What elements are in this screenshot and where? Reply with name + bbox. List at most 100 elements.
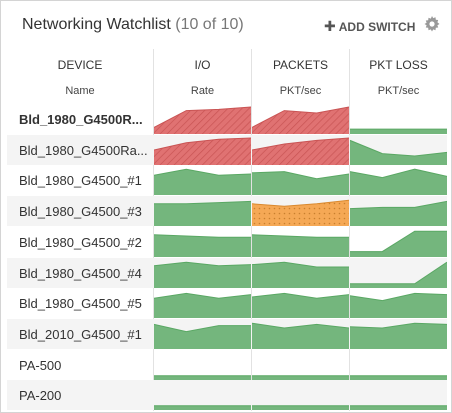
table-row[interactable]: Bld_1980_G4500_#5: [7, 288, 447, 319]
sparkline-area: [154, 293, 251, 319]
sparkline-loss[interactable]: [350, 350, 447, 380]
column-header-device[interactable]: DEVICE Name: [7, 49, 153, 101]
column-label-device: DEVICE: [57, 58, 103, 72]
table-row[interactable]: Bld_1980_G4500_#1: [7, 165, 447, 196]
sparkline-line: [350, 261, 447, 284]
sparkline-io[interactable]: [154, 196, 251, 227]
column-sub-io: Rate: [190, 85, 215, 97]
sparkline-area: [350, 261, 447, 288]
sparkline-packets[interactable]: [252, 288, 349, 319]
sparkline-line: [154, 137, 251, 151]
sparkline-area: [252, 107, 349, 134]
sparkline-area: [350, 323, 447, 349]
device-name[interactable]: Bld_1980_G4500_#2: [19, 234, 142, 250]
sparkline-loss[interactable]: [350, 227, 447, 257]
sparkline-line: [154, 293, 251, 299]
device-name[interactable]: PA-500: [19, 357, 62, 373]
sparkline-area: [154, 234, 251, 257]
add-switch-button[interactable]: ✚ ADD SWITCH: [324, 18, 415, 35]
device-name[interactable]: Bld_1980_G4500_#4: [19, 265, 142, 281]
sparkline-line: [350, 293, 447, 302]
sparkline-io[interactable]: [154, 135, 251, 165]
sparkline-loss[interactable]: [350, 165, 447, 196]
sparkline-area: [154, 201, 251, 227]
sparkline-packets[interactable]: [252, 319, 349, 349]
table-row[interactable]: Bld_2010_G4500_#1: [7, 318, 447, 349]
sparkline-io[interactable]: [154, 227, 251, 257]
sparkline-line: [350, 322, 447, 329]
table-row[interactable]: PA-500: [7, 350, 447, 380]
sparkline-packets[interactable]: [252, 196, 349, 227]
sparkline-line: [252, 322, 349, 329]
sparkline-packets[interactable]: [252, 380, 349, 411]
sparkline-area: [350, 406, 447, 411]
device-name[interactable]: Bld_1980_G4500Ra...: [19, 142, 148, 158]
device-name[interactable]: Bld_2010_G4500_#1: [19, 326, 142, 342]
column-divider: [251, 49, 252, 411]
sparkline-loss[interactable]: [350, 380, 447, 411]
device-name[interactable]: Bld_1980_G4500_#5: [19, 296, 142, 312]
table-row[interactable]: Bld_1980_G4500_#2: [7, 227, 447, 257]
sparkline-io[interactable]: [154, 350, 251, 380]
gear-icon[interactable]: [424, 16, 440, 32]
sparkline-area: [252, 293, 349, 319]
sparkline-io[interactable]: [154, 258, 251, 288]
device-name[interactable]: PA-200: [19, 388, 62, 404]
watchlist-count: (10 of 10): [175, 16, 244, 33]
sparkline-area: [252, 323, 349, 349]
table-row[interactable]: Bld_1980_G4500_#3: [7, 196, 447, 227]
sparkline-loss[interactable]: [350, 319, 447, 349]
sparkline-line: [252, 199, 349, 207]
sparkline-area: [350, 201, 447, 227]
sparkline-io[interactable]: [154, 288, 251, 319]
device-name[interactable]: Bld_1980_G4500_#1: [19, 173, 142, 189]
device-name[interactable]: Bld_1980_G4500R...: [19, 112, 143, 127]
sparkline-packets[interactable]: [252, 135, 349, 165]
sparkline-area: [350, 230, 447, 257]
sparkline-packets[interactable]: [252, 350, 349, 380]
sparkline-io[interactable]: [154, 319, 251, 349]
table-row[interactable]: Bld_1980_G4500Ra...: [7, 134, 447, 165]
sparkline-area: [350, 140, 447, 165]
sparkline-loss[interactable]: [350, 288, 447, 319]
sparkline-line: [154, 106, 251, 128]
sparkline-area: [350, 375, 447, 380]
sparkline-area: [252, 171, 349, 196]
sparkline-line: [252, 261, 349, 267]
sparkline-line: [154, 323, 251, 333]
table-row[interactable]: Bld_1980_G4500R...: [7, 104, 447, 134]
sparkline-line: [154, 169, 251, 177]
sparkline-packets[interactable]: [252, 165, 349, 196]
sparkline-area: [154, 261, 251, 288]
sparkline-io[interactable]: [154, 104, 251, 134]
add-switch-label: ADD SWITCH: [338, 20, 416, 34]
sparkline-area: [350, 129, 447, 134]
table-row[interactable]: PA-200: [7, 380, 447, 411]
table-row[interactable]: Bld_1980_G4500_#4: [7, 257, 447, 288]
sparkline-packets[interactable]: [252, 227, 349, 257]
column-label-pkt-loss: PKT LOSS: [369, 58, 428, 72]
column-header-packets[interactable]: PACKETS PKT/sec: [252, 49, 349, 101]
sparkline-loss[interactable]: [350, 135, 447, 165]
sparkline-area: [154, 107, 251, 134]
widget-title: Networking Watchlist (10 of 10): [22, 16, 244, 34]
sparkline-area: [252, 406, 349, 411]
column-header-pkt-loss[interactable]: PKT LOSS PKT/sec: [350, 49, 447, 101]
sparkline-loss[interactable]: [350, 196, 447, 227]
widget-title-text: Networking Watchlist: [22, 16, 171, 33]
sparkline-io[interactable]: [154, 380, 251, 411]
sparkline-area: [252, 234, 349, 257]
sparkline-loss[interactable]: [350, 104, 447, 134]
sparkline-line: [252, 171, 349, 180]
sparkline-loss[interactable]: [350, 258, 447, 288]
column-label-packets: PACKETS: [272, 58, 329, 72]
column-sub-pkt-loss: PKT/sec: [377, 85, 420, 97]
column-header-io[interactable]: I/O Rate: [154, 49, 251, 101]
sparkline-line: [350, 139, 447, 157]
sparkline-packets[interactable]: [252, 104, 349, 134]
sparkline-io[interactable]: [154, 165, 251, 196]
sparkline-area: [252, 375, 349, 380]
sparkline-packets[interactable]: [252, 258, 349, 288]
sparkline-line: [154, 234, 251, 238]
device-name[interactable]: Bld_1980_G4500_#3: [19, 204, 142, 220]
